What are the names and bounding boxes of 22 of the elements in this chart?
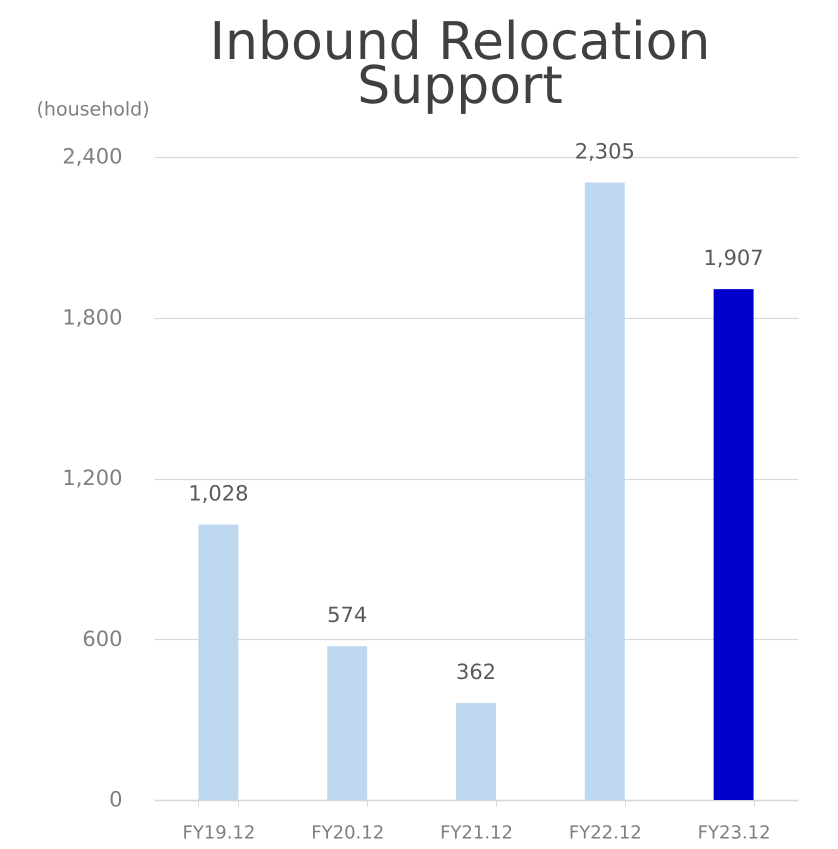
x-tick-label: FY23.12 xyxy=(698,822,771,844)
y-tick-label: 600 xyxy=(82,626,122,651)
data-label: 362 xyxy=(456,660,496,684)
x-tick-label: FY19.12 xyxy=(182,822,256,844)
y-tick-label: 1,800 xyxy=(62,305,122,330)
bar xyxy=(584,182,625,800)
bar xyxy=(456,703,496,800)
x-tick-label: FY21.12 xyxy=(440,822,513,844)
y-tick-label: 1,200 xyxy=(62,466,122,490)
y-tick-label: 0 xyxy=(109,788,122,812)
data-label: 1,028 xyxy=(188,482,248,506)
chart-title: Inbound Relocation Support xyxy=(210,12,710,116)
bar xyxy=(714,289,754,800)
data-label: 574 xyxy=(327,603,368,628)
x-tick-label: FY20.12 xyxy=(311,822,384,844)
bar xyxy=(327,646,368,800)
y-axis-title: (household) xyxy=(36,98,150,120)
data-label: 1,907 xyxy=(704,246,764,270)
y-tick-label: 2,400 xyxy=(62,144,122,168)
data-label: 2,305 xyxy=(574,139,635,164)
x-tick-label: FY22.12 xyxy=(568,822,642,844)
bar xyxy=(198,524,238,800)
